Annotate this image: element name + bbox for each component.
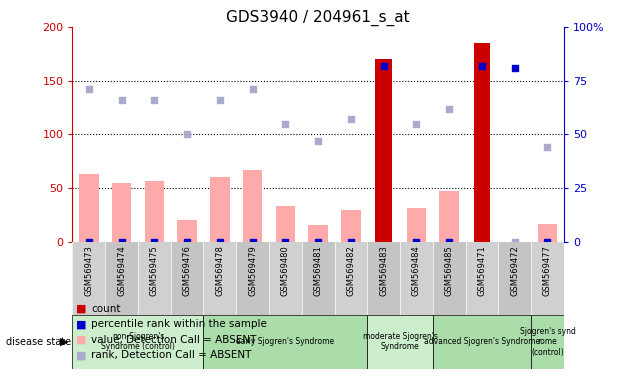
Text: non-Sjogren's
Syndrome (control): non-Sjogren's Syndrome (control) (101, 332, 175, 351)
Text: count: count (91, 304, 121, 314)
Bar (335, 242, 367, 315)
Bar (302, 242, 335, 315)
Point (510, 65, 520, 71)
Text: GSM569474: GSM569474 (117, 246, 126, 296)
Point (444, 106, 454, 112)
Bar (341, 210, 361, 242)
Point (379, 239, 389, 245)
Point (346, 116, 356, 122)
Text: ■: ■ (76, 350, 86, 360)
Bar (203, 242, 236, 315)
Bar (144, 180, 164, 242)
Title: GDS3940 / 204961_s_at: GDS3940 / 204961_s_at (226, 9, 410, 25)
Bar (79, 174, 99, 242)
Bar (72, 242, 105, 315)
Point (182, 239, 192, 245)
Bar (367, 315, 433, 369)
Text: ▶: ▶ (60, 337, 68, 347)
Text: early Sjogren's Syndrome: early Sjogren's Syndrome (236, 337, 335, 346)
Bar (400, 242, 433, 315)
Point (313, 239, 323, 245)
Text: GSM569484: GSM569484 (412, 246, 421, 296)
Bar (537, 223, 558, 242)
Bar (531, 242, 564, 315)
Text: moderate Sjogren's
Syndrome: moderate Sjogren's Syndrome (363, 332, 437, 351)
Bar (433, 315, 531, 369)
Bar (210, 177, 230, 242)
Point (215, 239, 225, 245)
Text: GSM569471: GSM569471 (478, 246, 486, 296)
Text: GSM569475: GSM569475 (150, 246, 159, 296)
Bar (498, 242, 531, 315)
Text: percentile rank within the sample: percentile rank within the sample (91, 319, 267, 329)
Point (149, 97, 159, 103)
Text: GSM569480: GSM569480 (281, 246, 290, 296)
Point (379, 63, 389, 69)
Bar (275, 207, 295, 242)
Text: GSM569481: GSM569481 (314, 246, 323, 296)
Point (477, 239, 487, 245)
Bar (236, 242, 269, 315)
Point (117, 97, 127, 103)
Text: ■: ■ (76, 304, 86, 314)
Text: advanced Sjogren's Syndrome: advanced Sjogren's Syndrome (424, 337, 540, 346)
Text: GSM569483: GSM569483 (379, 246, 388, 296)
Point (411, 121, 421, 127)
Point (477, 63, 487, 69)
Point (346, 239, 356, 245)
Bar (531, 315, 564, 369)
Bar (406, 207, 427, 242)
Point (248, 86, 258, 92)
Bar (171, 242, 203, 315)
Text: GSM569478: GSM569478 (215, 246, 224, 296)
Text: Sjogren's synd
rome
(control): Sjogren's synd rome (control) (520, 327, 575, 357)
Bar (308, 225, 328, 242)
Point (542, 239, 553, 245)
Text: GSM569479: GSM569479 (248, 246, 257, 296)
Bar (439, 191, 459, 242)
Text: disease state: disease state (6, 337, 71, 347)
Point (313, 138, 323, 144)
Text: GSM569473: GSM569473 (84, 246, 93, 296)
Bar (269, 242, 302, 315)
Bar (203, 315, 367, 369)
Point (84, 86, 94, 92)
Point (248, 239, 258, 245)
Bar (433, 242, 466, 315)
Bar (474, 43, 490, 242)
Point (84, 239, 94, 245)
Bar (367, 242, 400, 315)
Point (444, 239, 454, 245)
Point (182, 131, 192, 137)
Bar (138, 242, 171, 315)
Text: ■: ■ (76, 319, 86, 329)
Bar (375, 59, 392, 242)
Bar (466, 242, 498, 315)
Text: GSM569485: GSM569485 (445, 246, 454, 296)
Point (280, 239, 290, 245)
Point (411, 239, 421, 245)
Bar (72, 315, 203, 369)
Text: rank, Detection Call = ABSENT: rank, Detection Call = ABSENT (91, 350, 252, 360)
Text: GSM569476: GSM569476 (183, 246, 192, 296)
Point (117, 239, 127, 245)
Point (542, 144, 553, 151)
Text: GSM569472: GSM569472 (510, 246, 519, 296)
Point (280, 121, 290, 127)
Point (510, 239, 520, 245)
Bar (177, 220, 197, 242)
Bar (112, 183, 132, 242)
Text: value, Detection Call = ABSENT: value, Detection Call = ABSENT (91, 335, 257, 345)
Text: GSM569482: GSM569482 (346, 246, 355, 296)
Bar (105, 242, 138, 315)
Bar (243, 170, 263, 242)
Point (149, 239, 159, 245)
Point (215, 97, 225, 103)
Text: GSM569477: GSM569477 (543, 246, 552, 296)
Text: ■: ■ (76, 335, 86, 345)
